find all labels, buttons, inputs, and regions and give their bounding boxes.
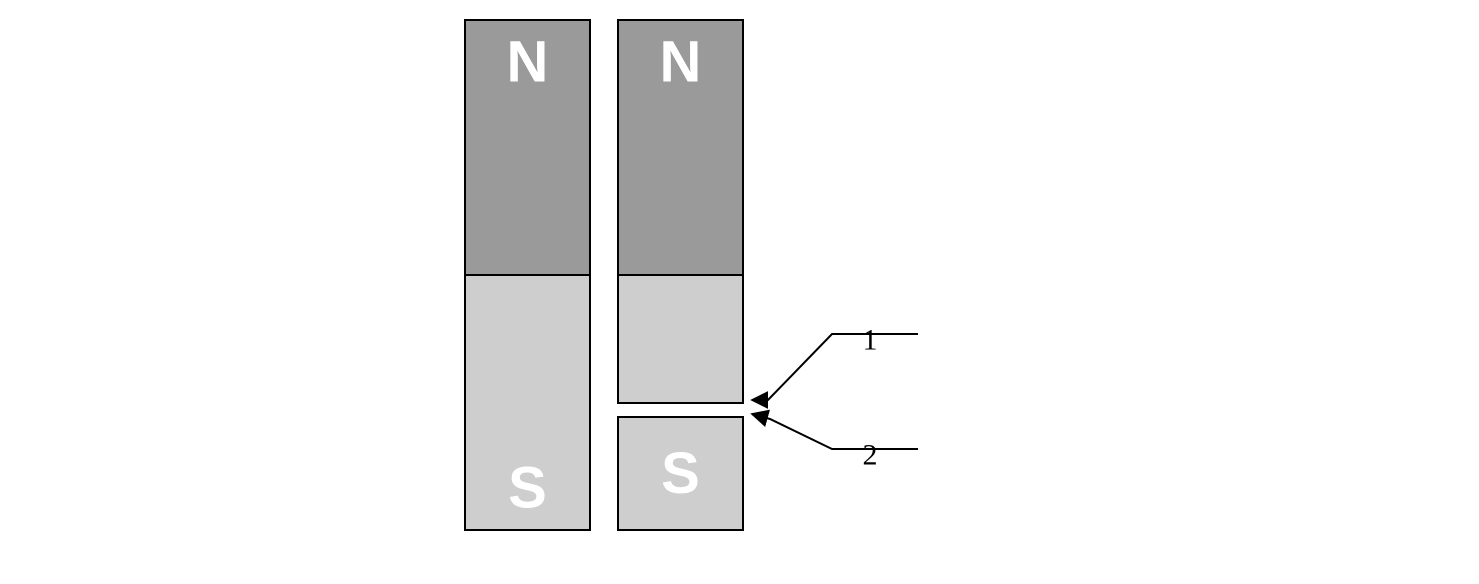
callout-1-leader [752,334,918,400]
right-north-label: N [660,30,702,95]
left-south-label: S [508,456,547,521]
callout-2-leader [752,414,918,449]
right-magnet-upper-south [618,275,743,403]
left-north-label: N [507,30,549,95]
right-south-label: S [661,441,700,506]
callout-2-label: 2 [863,439,878,472]
callout-1-label: 1 [863,324,878,357]
